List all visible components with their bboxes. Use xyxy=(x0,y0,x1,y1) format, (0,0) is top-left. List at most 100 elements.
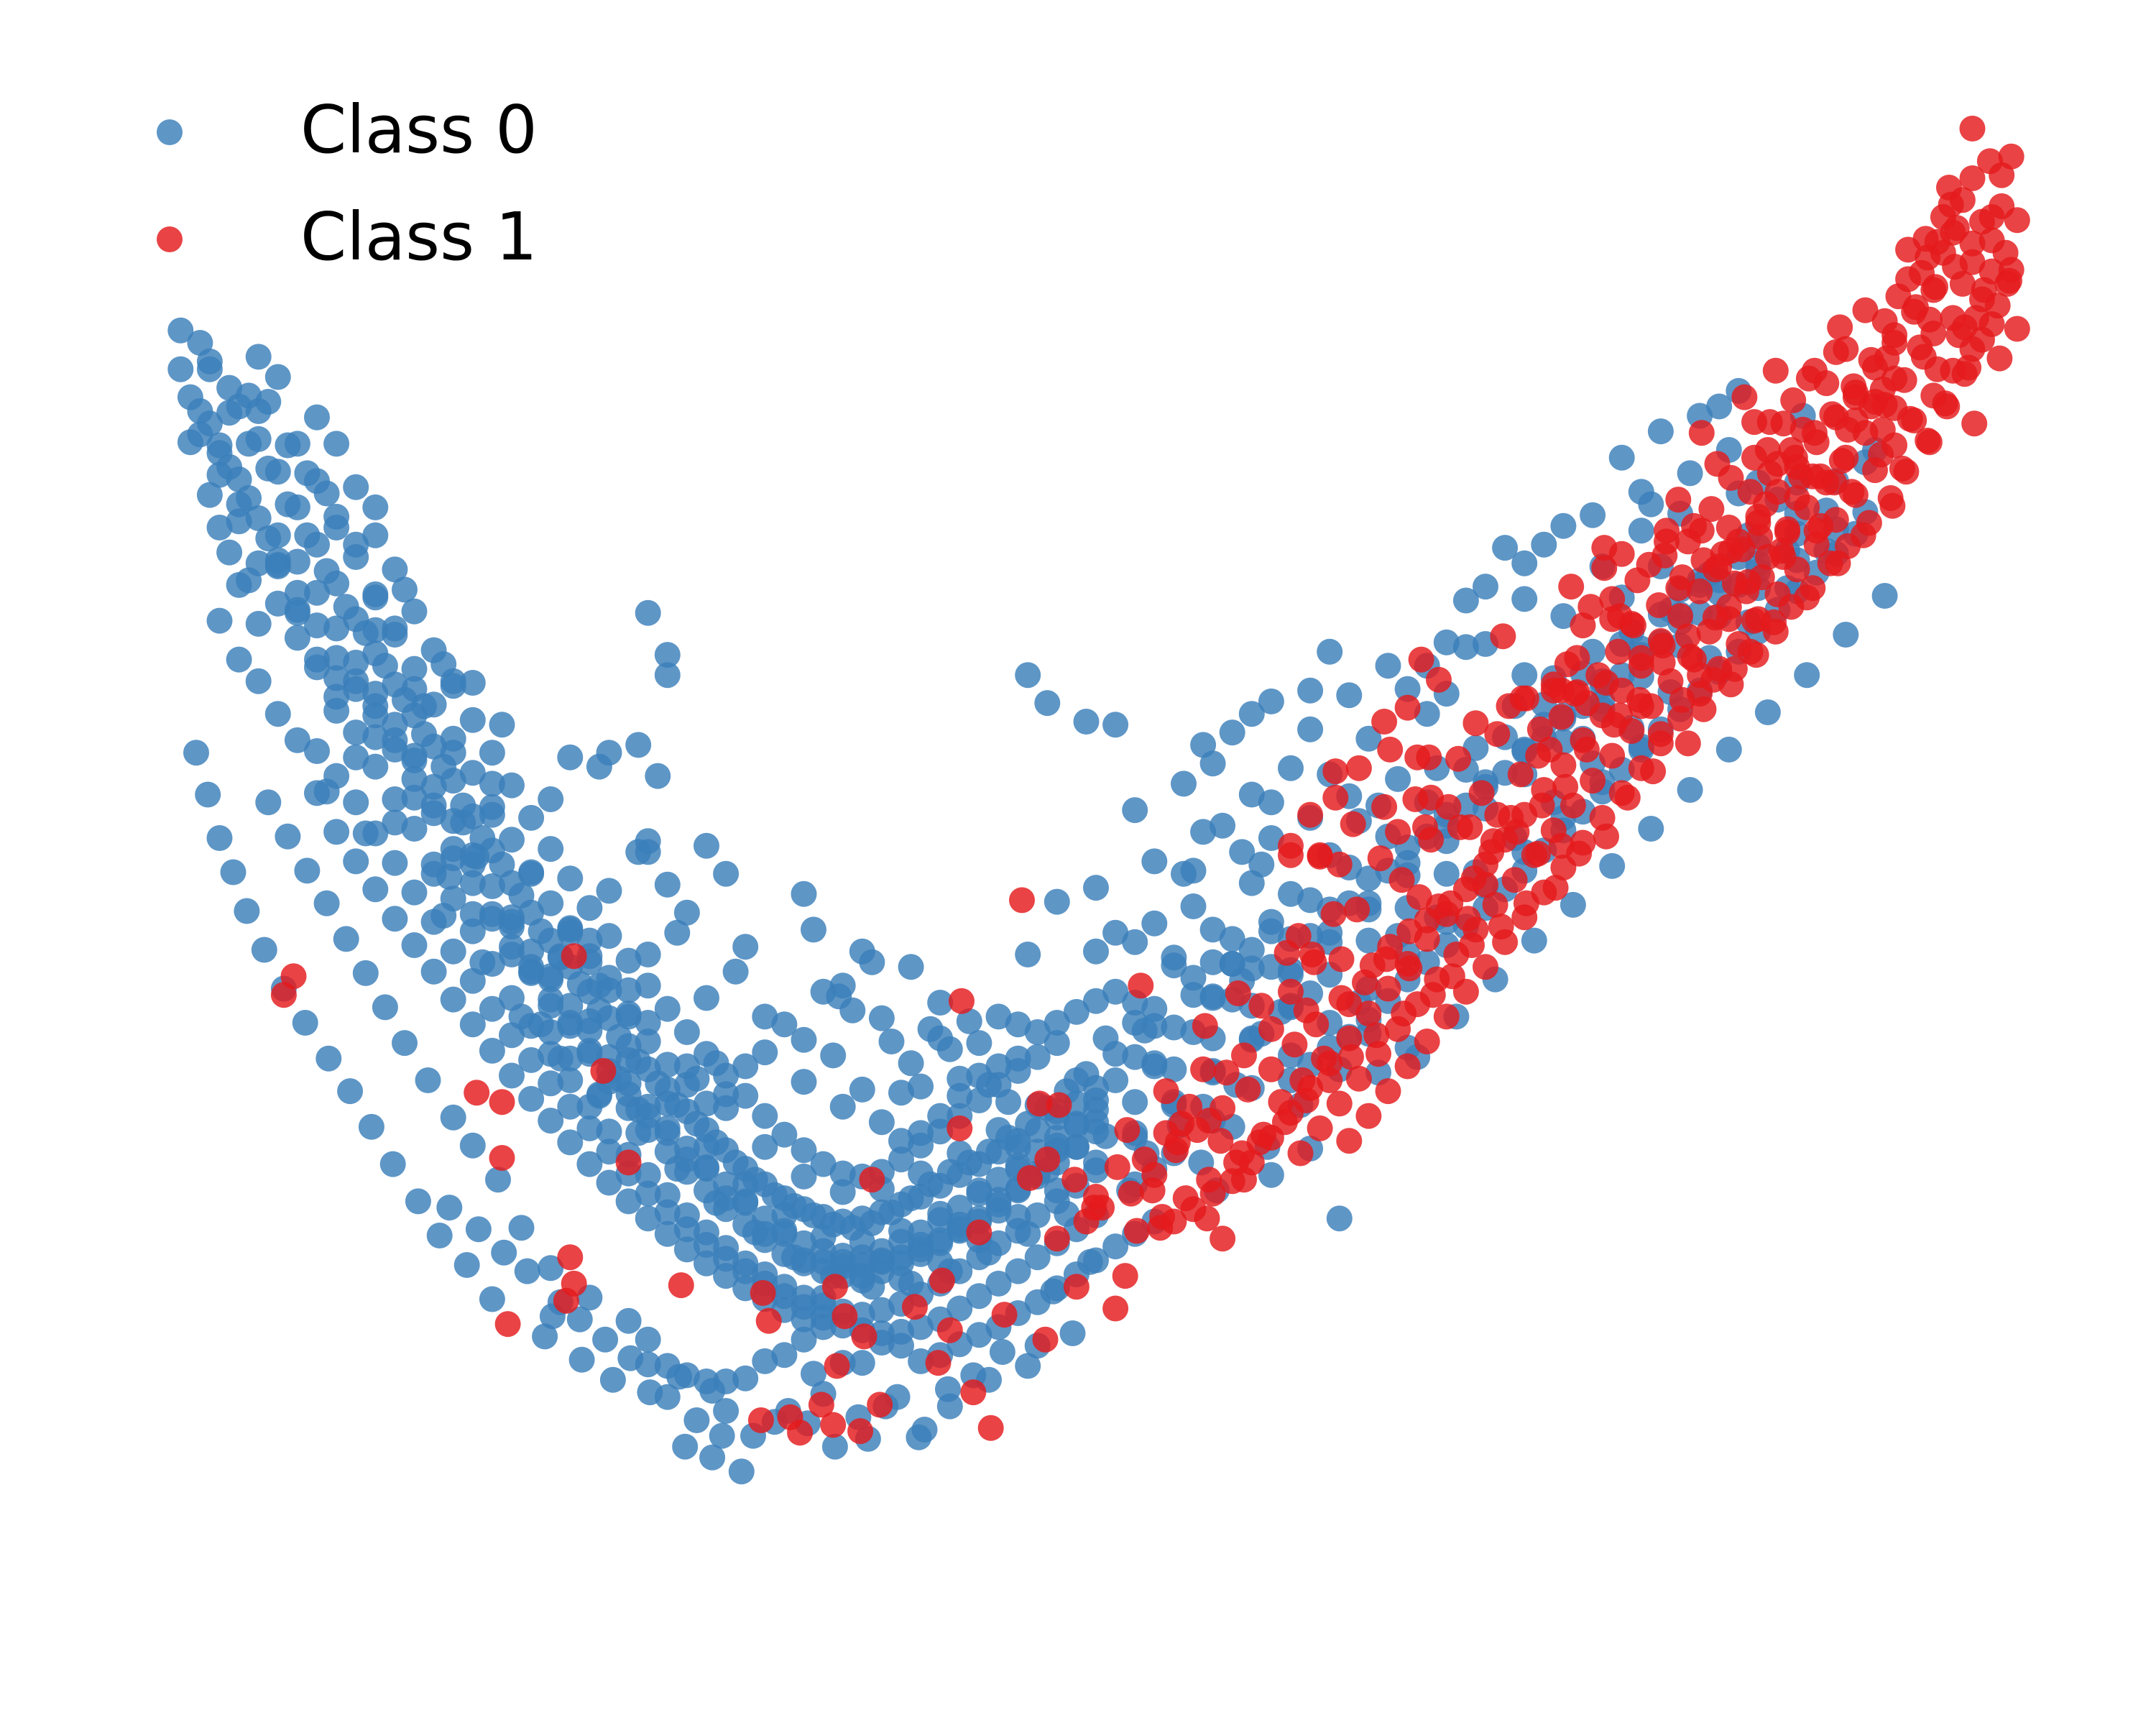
scatter-point-class-1 xyxy=(821,1274,848,1300)
scatter-point-class-0 xyxy=(459,1011,486,1038)
scatter-point-class-0 xyxy=(313,890,340,916)
scatter-point-class-0 xyxy=(459,1132,486,1159)
scatter-point-class-0 xyxy=(868,1199,895,1225)
scatter-point-class-0 xyxy=(1452,634,1479,661)
scatter-point-class-0 xyxy=(1044,888,1070,915)
scatter-point-class-0 xyxy=(343,848,369,875)
scatter-point-class-0 xyxy=(499,772,525,799)
scatter-point-class-0 xyxy=(1219,719,1245,746)
scatter-point-class-0 xyxy=(304,738,330,764)
scatter-point-class-0 xyxy=(645,763,671,789)
scatter-point-class-0 xyxy=(1511,550,1538,576)
scatter-point-class-1 xyxy=(1548,832,1575,859)
scatter-point-class-0 xyxy=(1492,535,1519,561)
scatter-point-class-0 xyxy=(908,1236,934,1263)
scatter-point-class-1 xyxy=(1715,606,1742,632)
scatter-point-class-0 xyxy=(1092,1123,1119,1149)
scatter-point-class-1 xyxy=(1599,606,1626,632)
scatter-point-class-0 xyxy=(586,753,612,780)
scatter-point-class-1 xyxy=(1529,792,1555,819)
scatter-point-class-0 xyxy=(654,1120,681,1146)
scatter-point-class-0 xyxy=(566,1306,593,1333)
scatter-point-class-1 xyxy=(1394,694,1421,721)
scatter-point-class-0 xyxy=(358,1113,384,1140)
legend-marker-class-1 xyxy=(157,226,183,252)
scatter-point-class-0 xyxy=(1199,983,1226,1010)
scatter-point-class-1 xyxy=(1131,1146,1158,1173)
scatter-point-class-1 xyxy=(1835,416,1861,443)
scatter-point-class-0 xyxy=(810,1204,837,1230)
scatter-point-class-0 xyxy=(732,1171,759,1197)
scatter-point-class-0 xyxy=(732,1082,759,1109)
scatter-point-class-0 xyxy=(382,556,408,583)
scatter-point-class-1 xyxy=(1473,954,1498,980)
scatter-point-class-0 xyxy=(985,1167,1012,1193)
scatter-point-class-0 xyxy=(966,1151,992,1177)
scatter-point-class-1 xyxy=(1388,867,1415,893)
scatter-point-class-1 xyxy=(750,1279,776,1306)
scatter-point-class-0 xyxy=(906,1424,932,1450)
scatter-point-class-1 xyxy=(867,1392,893,1418)
scatter-point-class-1 xyxy=(1210,1225,1236,1252)
scatter-point-class-0 xyxy=(1015,1353,1041,1379)
scatter-point-class-0 xyxy=(810,1151,837,1177)
scatter-point-class-1 xyxy=(1862,389,1888,415)
scatter-point-class-0 xyxy=(362,640,389,666)
scatter-point-class-0 xyxy=(713,1398,740,1424)
scatter-point-class-0 xyxy=(1141,848,1168,875)
scatter-point-class-0 xyxy=(459,760,486,786)
scatter-point-class-0 xyxy=(333,926,359,952)
scatter-point-class-0 xyxy=(459,670,486,696)
scatter-point-class-1 xyxy=(1526,716,1553,742)
scatter-point-class-0 xyxy=(499,827,525,853)
scatter-point-class-0 xyxy=(469,949,496,975)
scatter-point-class-0 xyxy=(1473,574,1498,600)
scatter-point-class-0 xyxy=(946,1216,973,1243)
scatter-point-class-1 xyxy=(1439,963,1465,990)
scatter-point-class-0 xyxy=(337,1078,364,1105)
scatter-point-class-1 xyxy=(1326,1090,1353,1117)
scatter-point-class-1 xyxy=(1488,914,1514,940)
scatter-point-class-1 xyxy=(1667,705,1693,732)
scatter-point-class-0 xyxy=(401,932,428,958)
scatter-point-class-0 xyxy=(586,972,612,999)
scatter-point-class-0 xyxy=(420,773,447,800)
scatter-point-class-0 xyxy=(791,1306,817,1333)
scatter-point-class-0 xyxy=(491,1239,517,1266)
scatter-point-class-0 xyxy=(722,958,749,985)
scatter-point-class-1 xyxy=(1194,1205,1220,1232)
scatter-point-class-0 xyxy=(752,1003,778,1030)
scatter-point-class-0 xyxy=(538,1108,564,1134)
scatter-point-class-0 xyxy=(635,1180,661,1207)
legend-item-class-0: Class 0 xyxy=(157,91,538,168)
scatter-point-class-0 xyxy=(1059,1320,1086,1346)
scatter-point-class-0 xyxy=(888,1191,914,1218)
scatter-point-class-0 xyxy=(479,770,505,797)
scatter-point-class-0 xyxy=(1297,716,1324,742)
scatter-point-class-1 xyxy=(1192,1013,1218,1039)
scatter-point-class-0 xyxy=(927,1200,954,1227)
scatter-point-class-0 xyxy=(927,1025,954,1052)
scatter-point-class-0 xyxy=(464,843,490,870)
scatter-point-class-0 xyxy=(1161,1056,1187,1082)
scatter-point-class-1 xyxy=(1172,1185,1199,1212)
scatter-point-class-0 xyxy=(1077,1248,1103,1275)
scatter-point-class-1 xyxy=(1355,1103,1382,1129)
scatter-point-class-1 xyxy=(1507,761,1534,788)
scatter-point-class-1 xyxy=(1698,496,1725,523)
scatter-point-class-0 xyxy=(479,906,505,932)
scatter-point-class-0 xyxy=(713,1137,740,1164)
scatter-point-class-1 xyxy=(1046,1092,1072,1118)
scatter-point-class-1 xyxy=(1540,677,1567,704)
scatter-point-class-0 xyxy=(849,1228,875,1255)
scatter-point-class-0 xyxy=(1015,942,1041,967)
scatter-point-class-0 xyxy=(732,1190,759,1216)
scatter-point-class-0 xyxy=(1092,1025,1119,1052)
scatter-point-class-0 xyxy=(508,1003,535,1030)
scatter-point-class-1 xyxy=(1501,867,1528,893)
scatter-point-class-1 xyxy=(1978,204,2005,230)
legend: Class 0 Class 1 xyxy=(157,91,538,275)
scatter-point-class-1 xyxy=(1435,794,1462,820)
scatter-point-class-0 xyxy=(382,850,408,876)
scatter-point-class-0 xyxy=(576,1115,603,1141)
